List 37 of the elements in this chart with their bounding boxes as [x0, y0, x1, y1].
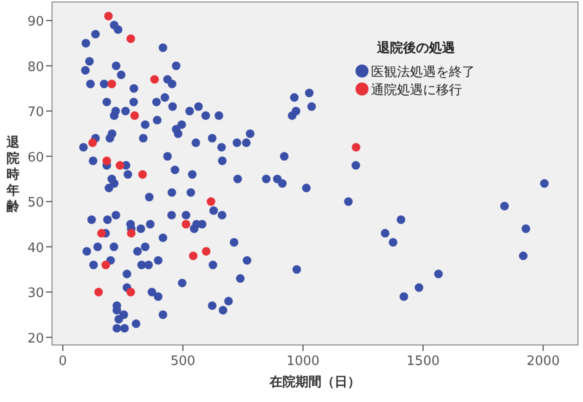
- x-tick-label: 1000: [286, 354, 320, 369]
- point: [202, 247, 210, 256]
- legend-label: 医観法処遇を終了: [371, 65, 475, 80]
- y-tick-label: 40: [27, 240, 44, 256]
- y-tick-label: 70: [27, 105, 44, 120]
- y-tick-label: 50: [27, 196, 44, 211]
- point: [126, 288, 136, 296]
- point: [104, 12, 113, 20]
- point: [352, 142, 360, 152]
- x-tick-label: 2000: [526, 354, 560, 369]
- point: [206, 197, 216, 206]
- point: [108, 80, 116, 88]
- point: [94, 288, 103, 296]
- y-tick-label: 20: [27, 331, 44, 346]
- point: [102, 260, 110, 270]
- legend-title: 退院後の処遇: [376, 40, 456, 56]
- x-tick-label: 1500: [406, 354, 440, 369]
- point: [116, 161, 124, 170]
- x-axis-title: 在院期間（日）: [268, 374, 360, 390]
- point: [130, 111, 139, 120]
- point: [102, 156, 112, 166]
- x-tick-label: 0: [58, 354, 67, 369]
- legend-label: 通院処遇に移行: [371, 83, 462, 98]
- point: [188, 252, 198, 260]
- point: [97, 228, 106, 238]
- y-tick-label: 90: [27, 14, 44, 30]
- point: [150, 75, 159, 84]
- point: [88, 138, 97, 148]
- y-axis-title: 退院時年齢: [6, 134, 20, 214]
- y-tick-label: 60: [27, 150, 44, 166]
- y-tick-label: 80: [27, 60, 44, 75]
- y-tick-label: 30: [27, 286, 44, 302]
- point: [126, 34, 136, 43]
- point: [182, 220, 190, 228]
- point: [126, 228, 136, 238]
- point: [138, 170, 147, 179]
- x-tick-label: 500: [170, 354, 196, 369]
